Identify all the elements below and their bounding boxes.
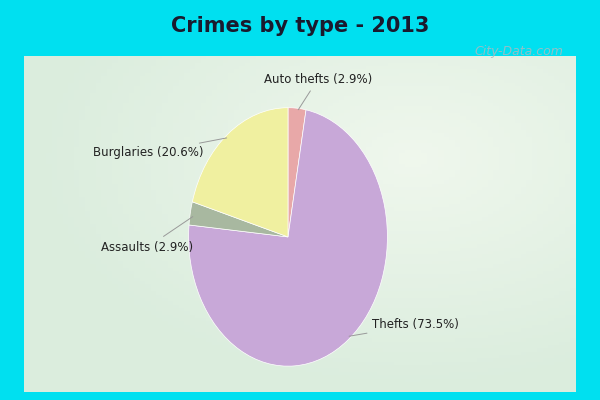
- Wedge shape: [288, 108, 306, 237]
- Wedge shape: [188, 110, 388, 366]
- Text: Burglaries (20.6%): Burglaries (20.6%): [93, 138, 227, 160]
- Text: Assaults (2.9%): Assaults (2.9%): [101, 217, 194, 254]
- Wedge shape: [193, 108, 288, 237]
- Wedge shape: [189, 202, 288, 237]
- Text: Auto thefts (2.9%): Auto thefts (2.9%): [263, 73, 372, 110]
- Text: Crimes by type - 2013: Crimes by type - 2013: [171, 16, 429, 36]
- Text: Thefts (73.5%): Thefts (73.5%): [349, 318, 460, 336]
- Text: City-Data.com: City-Data.com: [474, 46, 563, 58]
